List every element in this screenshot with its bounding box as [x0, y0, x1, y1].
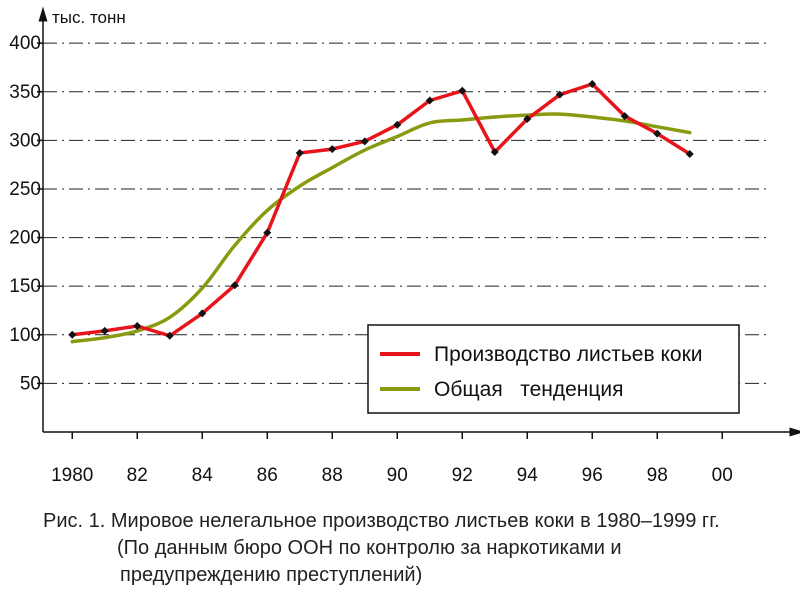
y-tick-label-250: 250: [9, 179, 41, 200]
x-tick-label-1998: 98: [647, 465, 668, 486]
y-tick-label-350: 350: [9, 82, 41, 103]
x-tick-label-1988: 88: [322, 465, 343, 486]
caption-line-2: (По данным бюро ООН по контролю за нарко…: [117, 537, 622, 559]
data-point-1980: [68, 330, 77, 339]
x-tick-label-1994: 94: [517, 465, 539, 486]
x-tick-label-1990: 90: [387, 465, 408, 486]
data-point-1999: [685, 149, 694, 158]
data-point-1981: [100, 326, 109, 335]
data-point-1991: [425, 96, 434, 105]
data-point-1988: [328, 145, 337, 154]
x-tick-label-1982: 82: [127, 465, 148, 486]
x-tick-label-2000: 00: [712, 465, 733, 486]
data-point-1982: [133, 322, 142, 331]
y-tick-label-50: 50: [20, 373, 41, 394]
data-point-1993: [490, 148, 499, 157]
data-point-1989: [360, 137, 369, 146]
data-point-1994: [523, 114, 532, 123]
data-point-1990: [393, 120, 402, 129]
data-point-1987: [295, 149, 304, 158]
x-tick-label-1996: 96: [582, 465, 603, 486]
y-tick-label-400: 400: [9, 33, 41, 54]
legend-label-production: Производство листьев коки: [434, 343, 703, 366]
data-point-1995: [555, 90, 564, 99]
data-point-1986: [263, 228, 272, 237]
data-point-1985: [230, 281, 239, 290]
data-point-1997: [620, 112, 629, 121]
y-tick-label-100: 100: [9, 325, 41, 346]
data-point-1992: [458, 86, 467, 95]
legend-label-trend: Общая тенденция: [434, 378, 624, 401]
caption-line-3: предупреждению преступлений): [120, 564, 423, 586]
y-tick-label-200: 200: [9, 228, 41, 249]
y-tick-label-300: 300: [9, 130, 41, 151]
x-ticks: 1980 82 84 86 88 90 92 94 96 98 00: [51, 432, 733, 486]
figure-caption: Рис. 1. Мировое нелегальное производство…: [40, 508, 800, 589]
series-line-0: [70, 82, 692, 338]
legend-box: [367, 324, 740, 414]
data-point-1983: [165, 331, 174, 340]
x-tick-label-1992: 92: [452, 465, 473, 486]
y-axis-label: тыс. тонн: [52, 8, 126, 27]
x-tick-label-1986: 86: [257, 465, 278, 486]
y-tick-label-150: 150: [9, 276, 41, 297]
y-ticks: 50 100 150 200 250 300 350 400: [9, 33, 43, 394]
series: [68, 79, 694, 344]
data-point-1998: [653, 129, 662, 138]
legend: Производство листьев коки Общая тенденци…: [367, 324, 740, 414]
data-point-1984: [198, 309, 207, 318]
caption-line-1: Рис. 1. Мировое нелегальное производство…: [43, 510, 720, 532]
x-tick-label-1980: 1980: [51, 465, 93, 486]
data-point-1996: [588, 79, 597, 88]
series-line-1: [70, 112, 692, 344]
x-tick-label-1984: 84: [192, 465, 214, 486]
